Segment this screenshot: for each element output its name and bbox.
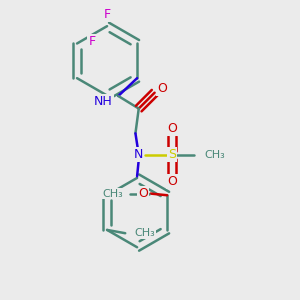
Text: O: O xyxy=(167,122,177,135)
Text: F: F xyxy=(88,35,95,48)
Text: N: N xyxy=(134,148,143,161)
Text: CH₃: CH₃ xyxy=(134,228,155,238)
Text: F: F xyxy=(103,8,111,21)
Text: S: S xyxy=(168,148,176,161)
Text: CH₃: CH₃ xyxy=(103,189,124,199)
Text: O: O xyxy=(157,82,167,95)
Text: NH: NH xyxy=(94,95,113,108)
Text: CH₃: CH₃ xyxy=(204,150,225,160)
Text: O: O xyxy=(167,175,177,188)
Text: O: O xyxy=(138,187,148,200)
